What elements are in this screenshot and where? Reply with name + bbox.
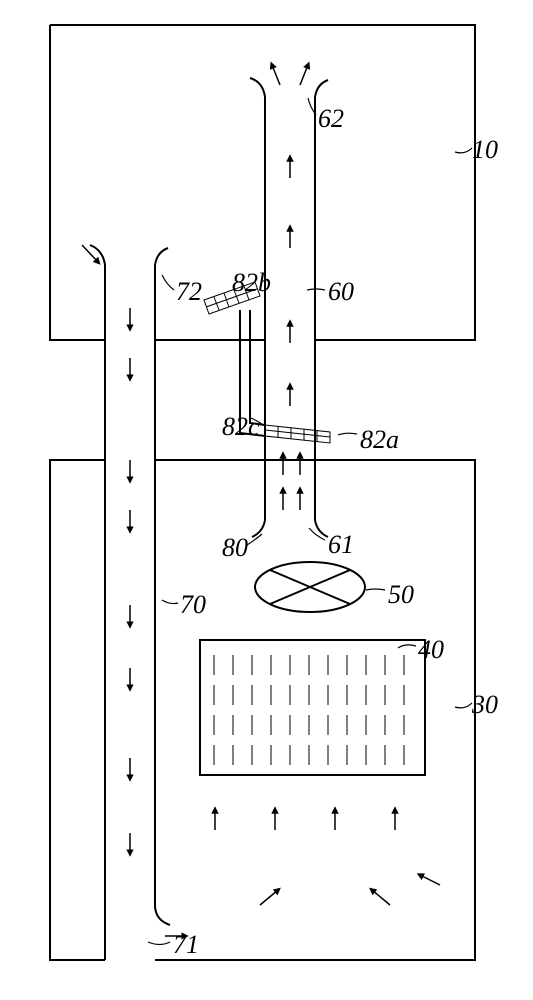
flow-arrows (82, 65, 440, 936)
label-82b: 82b (232, 268, 271, 298)
label-71: 71 (173, 930, 199, 960)
label-60: 60 (328, 277, 354, 307)
label-10: 10 (472, 135, 498, 165)
leader-lines (148, 98, 472, 945)
component-40 (200, 640, 425, 775)
label-30: 30 (472, 690, 498, 720)
label-82a: 82a (360, 425, 399, 455)
schematic-diagram (0, 0, 533, 1000)
label-50: 50 (388, 580, 414, 610)
label-62: 62 (318, 104, 344, 134)
grid-82a (265, 425, 330, 443)
label-80: 80 (222, 533, 248, 563)
label-61: 61 (328, 530, 354, 560)
component-40-hatching (214, 655, 404, 765)
fan-50 (255, 562, 365, 612)
label-72: 72 (176, 277, 202, 307)
label-82c: 82c (222, 412, 260, 442)
label-40: 40 (418, 635, 444, 665)
lower-box (50, 460, 475, 960)
right-duct (250, 78, 328, 537)
label-70: 70 (180, 590, 206, 620)
